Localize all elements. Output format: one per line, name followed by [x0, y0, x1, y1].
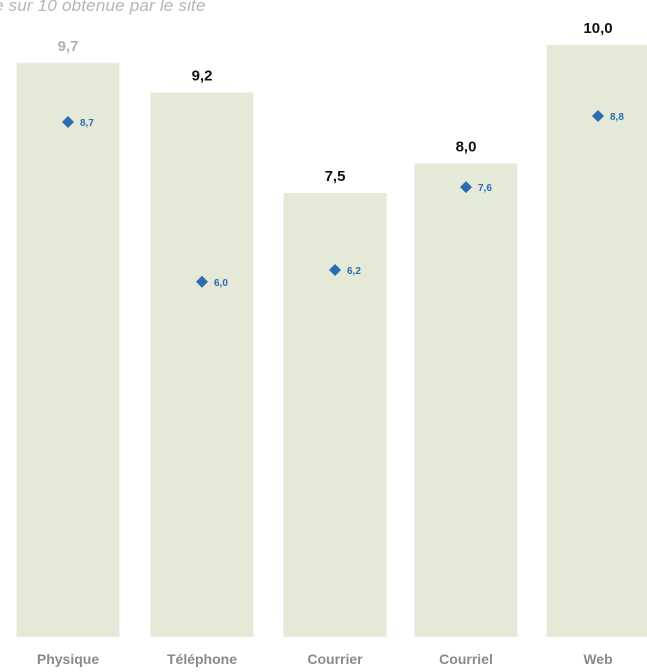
point-value-label: 8,8 — [610, 112, 624, 123]
bar-value-label: 7,5 — [325, 168, 346, 185]
bar-value-label: 8,0 — [456, 138, 477, 155]
category-label: Courriel — [439, 651, 493, 667]
bar — [546, 45, 647, 637]
point-value-label: 7,6 — [478, 183, 492, 194]
bar-value-label: 9,7 — [58, 38, 79, 55]
diamond-point — [329, 263, 341, 276]
diamond-point — [592, 110, 604, 123]
category-label: Physique — [37, 651, 99, 667]
bar-value-labels: 9,7 9,2 7,5 8,0 10,0 — [58, 20, 613, 185]
point-value-label: 6,2 — [347, 266, 361, 277]
point-value-labels: 8,7 6,0 6,2 7,6 8,8 — [80, 112, 624, 289]
chart-title: e sur 10 obtenue par le site — [0, 0, 206, 15]
point-value-label: 6,0 — [214, 278, 228, 289]
category-labels: Physique Téléphone Courrier Courriel Web — [37, 651, 613, 667]
bars — [16, 45, 647, 638]
bar — [16, 62, 120, 637]
bar — [283, 193, 387, 637]
bar — [150, 92, 254, 638]
diamond-point — [62, 115, 74, 128]
category-label: Courrier — [307, 651, 363, 667]
point-value-label: 8,7 — [80, 118, 94, 129]
diamond-point — [196, 275, 208, 288]
bar-value-label: 9,2 — [192, 67, 213, 84]
diamond-point — [460, 181, 472, 194]
diamond-points — [62, 110, 604, 288]
category-label: Téléphone — [167, 651, 237, 667]
category-label: Web — [583, 651, 612, 667]
bar — [414, 163, 518, 637]
bar-value-label: 10,0 — [583, 20, 612, 37]
